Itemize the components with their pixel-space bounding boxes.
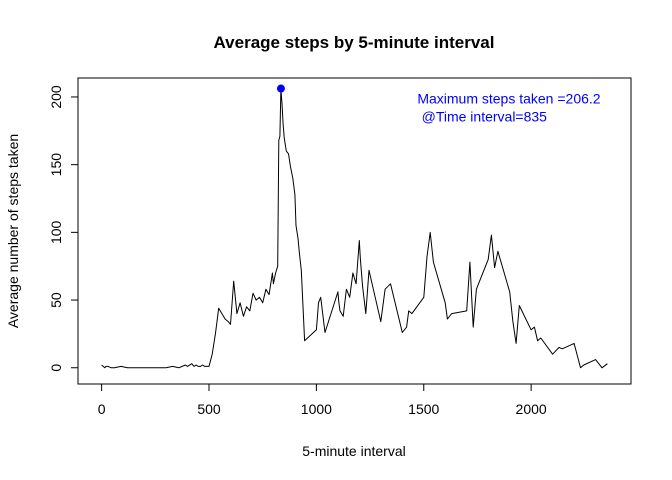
- x-tick-label: 2000: [516, 401, 547, 417]
- y-axis-label: Average number of steps taken: [5, 134, 21, 328]
- x-tick-label: 1000: [301, 401, 332, 417]
- x-axis-label: 5-minute interval: [302, 443, 406, 459]
- annotation-text: @Time interval=835: [422, 108, 548, 124]
- x-tick-label: 0: [98, 401, 106, 417]
- y-axis: 0 50 100 150 200: [48, 85, 79, 372]
- y-tick-label: 150: [48, 153, 64, 177]
- plot-frame: [77, 77, 632, 385]
- max-point-marker: [276, 84, 285, 93]
- series-line-0: [101, 88, 608, 369]
- annotation-text: Maximum steps taken =206.2: [417, 91, 600, 107]
- x-axis: 0 500 1000 1500 2000: [98, 383, 547, 417]
- chart-title: Average steps by 5-minute interval: [214, 33, 495, 52]
- series-layer: [101, 84, 608, 369]
- y-tick-label: 100: [48, 220, 64, 244]
- x-tick-label: 1500: [408, 401, 439, 417]
- annotation-layer: Maximum steps taken =206.2@Time interval…: [417, 91, 600, 125]
- y-tick-label: 200: [48, 85, 64, 109]
- y-tick-label: 50: [48, 292, 64, 308]
- x-tick-label: 500: [197, 401, 221, 417]
- y-tick-label: 0: [48, 364, 64, 372]
